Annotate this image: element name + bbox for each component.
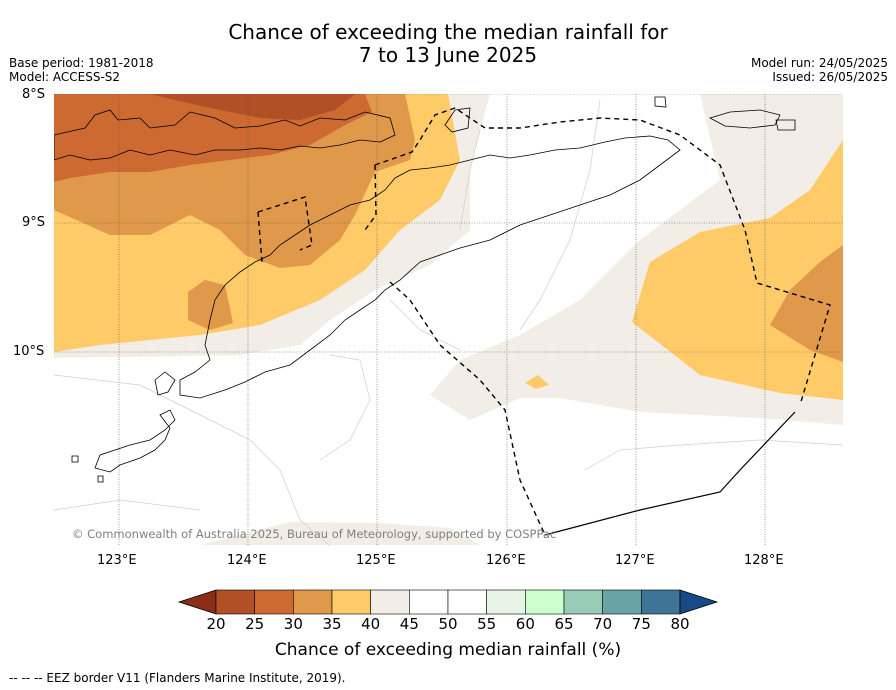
model-run-label: Model run: 24/05/2025	[750, 56, 888, 70]
colorbar-tick-label: 30	[283, 615, 303, 633]
land-outlines	[54, 96, 796, 483]
colorbar-bin	[563, 589, 603, 615]
lat-label-10s: 10°S	[13, 344, 45, 359]
colorbar-bin	[447, 589, 487, 615]
eez-border	[257, 107, 831, 536]
copyright-notice: © Commonwealth of Australia 2025, Bureau…	[72, 527, 556, 541]
model-label: Model: ACCESS-S2	[9, 70, 121, 84]
lon-label-127e: 127°E	[615, 553, 655, 568]
colorbar	[177, 589, 719, 615]
colorbar-bin	[254, 589, 294, 615]
colorbar-tick-label: 20	[206, 615, 226, 633]
colorbar-title: Chance of exceeding median rainfall (%)	[274, 640, 622, 660]
colorbar-bin	[525, 589, 565, 615]
lon-label-126e: 126°E	[486, 553, 526, 568]
colorbar-bin	[486, 589, 526, 615]
lat-label-9s: 9°S	[22, 215, 46, 230]
lon-label-125e: 125°E	[356, 553, 396, 568]
colorbar-tick-label: 80	[670, 615, 690, 633]
colorbar-tick-label: 55	[477, 615, 497, 633]
colorbar-tick-label: 60	[515, 615, 535, 633]
eez-border-solid	[544, 411, 796, 536]
colorbar-extend-low	[177, 589, 217, 615]
contour-lines	[54, 99, 843, 546]
eez-legend-note: -- -- -- EEZ border V11 (Flanders Marine…	[9, 671, 346, 685]
region-35-40-small	[525, 375, 549, 389]
colorbar-tick-label: 45	[399, 615, 419, 633]
lon-label-124e: 124°E	[227, 553, 267, 568]
map-title-line1: Chance of exceeding the median rainfall …	[228, 20, 668, 44]
colorbar-bin	[215, 589, 255, 615]
region-30-35-blob	[188, 280, 233, 330]
region-40-45-south	[200, 522, 480, 545]
colorbar-tick-label: 65	[554, 615, 574, 633]
colorbar-tick-label: 75	[631, 615, 651, 633]
colorbar-bin	[370, 589, 410, 615]
colorbar-extend-high	[679, 589, 719, 615]
region-30-35-east	[770, 245, 843, 362]
colorbar-tick-label: 70	[593, 615, 613, 633]
graticule	[54, 94, 843, 546]
lat-label-8s: 8°S	[22, 87, 46, 102]
base-period-label: Base period: 1981-2018	[9, 56, 154, 70]
colorbar-tick-label: 40	[361, 615, 381, 633]
lon-label-128e: 128°E	[744, 553, 784, 568]
colorbar-tick-label: 35	[322, 615, 342, 633]
map-title-line2: 7 to 13 June 2025	[358, 43, 538, 67]
colorbar-tick-label: 25	[245, 615, 265, 633]
colorbar-bin	[331, 589, 371, 615]
colorbar-bin	[409, 589, 449, 615]
issued-label: Issued: 26/05/2025	[772, 70, 888, 84]
lon-label-123e: 123°E	[97, 553, 137, 568]
colorbar-tick-label: 50	[438, 615, 458, 633]
region-20-25	[150, 94, 355, 120]
colorbar-bin	[602, 589, 642, 615]
colorbar-bin	[641, 589, 681, 615]
colorbar-bin	[293, 589, 333, 615]
